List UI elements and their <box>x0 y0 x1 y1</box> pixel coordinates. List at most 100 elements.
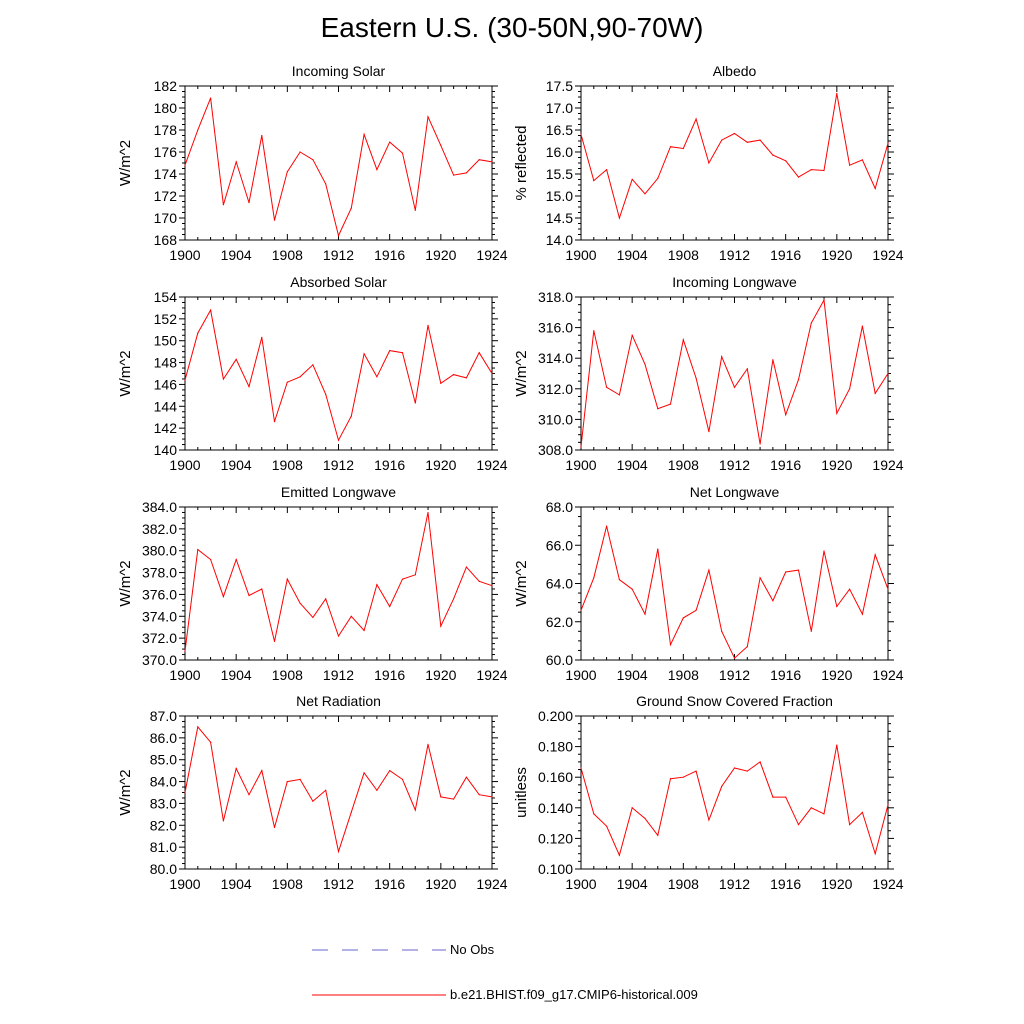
y-tick-label: 17.0 <box>546 100 573 116</box>
y-tick-label: 308.0 <box>538 442 573 458</box>
data-point <box>478 794 480 796</box>
data-point <box>695 770 697 772</box>
data-point <box>478 580 480 582</box>
data-point <box>733 132 736 135</box>
data-point <box>618 579 621 581</box>
x-tick-label: 1904 <box>221 247 252 263</box>
x-tick-label: 1900 <box>565 457 596 473</box>
data-point <box>414 209 416 211</box>
y-axis-label: unitless <box>513 767 530 818</box>
data-point <box>874 187 876 190</box>
series-line <box>184 308 493 442</box>
y-tick-label: 17.5 <box>546 78 573 94</box>
data-point <box>823 299 825 301</box>
chart-panel-4: 1900 1904 1908 1912 1916 1920 1924 308.0 310.0 31… <box>513 274 904 473</box>
y-tick-label: 83.0 <box>150 795 177 811</box>
y-axis-label: W/m^2 <box>117 769 134 815</box>
data-point <box>414 574 416 576</box>
y-tick-label: 16.5 <box>546 122 573 138</box>
data-point <box>440 796 442 798</box>
data-point <box>197 129 199 131</box>
data-point <box>491 161 493 163</box>
data-point <box>785 571 787 573</box>
y-tick-label: 140 <box>154 442 178 458</box>
data-point <box>810 322 812 324</box>
data-point <box>759 139 761 141</box>
data-point <box>580 767 582 769</box>
data-point <box>797 569 800 571</box>
data-point <box>682 617 684 619</box>
y-axis-label: W/m^2 <box>117 140 134 186</box>
y-tick-label: 15.0 <box>546 188 573 204</box>
plot-frame <box>184 85 493 241</box>
data-point <box>861 811 864 814</box>
chart-panel-1: 1900 1904 1908 1912 1916 1920 1924 168 170 172 174… <box>117 63 508 263</box>
y-tick-label: 16.0 <box>546 144 573 160</box>
x-tick-label: 1924 <box>476 247 507 263</box>
data-point <box>618 394 621 396</box>
y-tick-label: 310.0 <box>538 411 573 427</box>
y-tick-label: 374.0 <box>142 608 177 624</box>
data-point <box>874 554 876 556</box>
data-point <box>644 193 646 195</box>
x-tick-label: 1912 <box>719 457 750 473</box>
data-point <box>606 825 608 827</box>
data-point <box>733 767 736 769</box>
data-point <box>427 511 429 514</box>
data-point <box>465 566 467 568</box>
y-tick-label: 168 <box>154 232 178 248</box>
data-point <box>836 605 838 608</box>
x-tick-label: 1904 <box>617 457 648 473</box>
y-tick-label: 80.0 <box>150 861 177 877</box>
chart-panel-6: 1900 1904 1908 1912 1916 1920 1924 60.0 62.0 64.0… <box>513 484 904 683</box>
data-point <box>491 796 493 798</box>
data-point <box>618 854 621 856</box>
data-point <box>273 219 276 221</box>
series-line <box>184 725 493 854</box>
y-tick-label: 378.0 <box>142 565 177 581</box>
data-point <box>440 382 442 384</box>
series-line <box>580 93 889 220</box>
chart-panel-2: 1900 1904 1908 1912 1916 1920 1924 14.0 14.5 15.0… <box>513 63 904 263</box>
data-point <box>759 577 761 579</box>
data-point <box>465 172 467 174</box>
data-point <box>389 770 391 772</box>
x-tick-label: 1920 <box>821 457 852 473</box>
x-tick-label: 1920 <box>821 247 852 263</box>
y-tick-label: 314.0 <box>538 350 573 366</box>
data-point <box>401 352 404 354</box>
data-point <box>222 596 224 598</box>
data-point <box>772 359 774 361</box>
data-point <box>695 609 697 611</box>
data-point <box>721 630 723 632</box>
x-tick-label: 1920 <box>425 667 456 683</box>
data-point <box>644 613 646 615</box>
x-tick-label: 1916 <box>770 876 801 892</box>
y-tick-label: 68.0 <box>546 499 573 515</box>
data-point <box>874 392 876 394</box>
y-tick-label: 84.0 <box>150 774 177 790</box>
data-point <box>746 368 748 370</box>
legend-noobs-label: No Obs <box>450 942 495 957</box>
x-tick-label: 1916 <box>374 876 405 892</box>
subplot-title: Albedo <box>713 63 757 79</box>
data-point <box>772 600 774 602</box>
data-point <box>325 183 327 185</box>
data-point <box>708 162 710 164</box>
data-point <box>363 353 365 355</box>
x-tick-label: 1924 <box>872 667 903 683</box>
data-point <box>874 853 876 855</box>
data-point <box>657 548 659 550</box>
y-tick-label: 370.0 <box>142 652 177 668</box>
page-title: Eastern U.S. (30-50N,90-70W) <box>320 12 704 43</box>
y-tick-label: 0.120 <box>538 830 573 846</box>
data-point <box>861 159 864 161</box>
data-point <box>235 767 237 770</box>
data-point <box>887 588 889 590</box>
x-tick-label: 1904 <box>221 457 252 473</box>
subplot-title: Net Longwave <box>690 484 780 500</box>
x-tick-label: 1924 <box>872 457 903 473</box>
data-point <box>376 584 378 586</box>
y-tick-label: 316.0 <box>538 320 573 336</box>
plot-frame <box>184 296 493 451</box>
